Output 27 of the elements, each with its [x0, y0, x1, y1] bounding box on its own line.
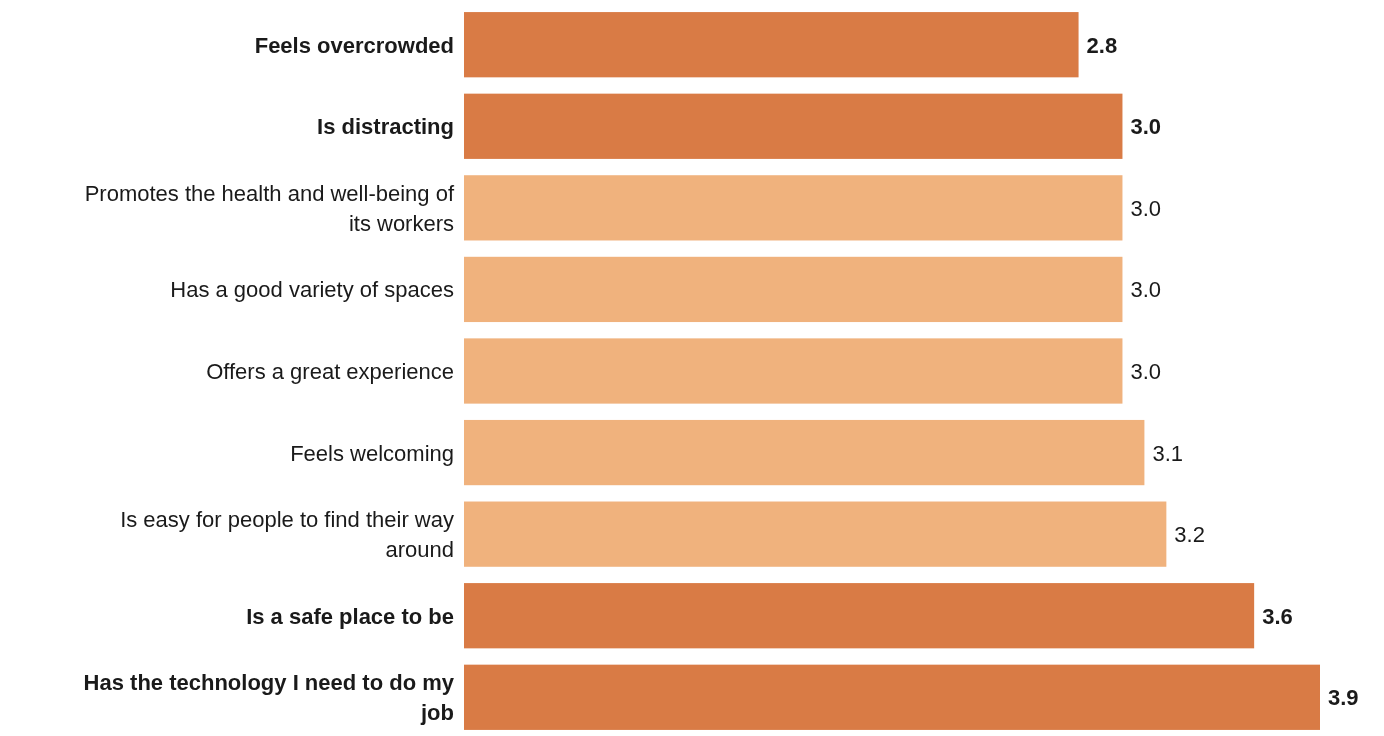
y-tick-label: Is a safe place to be	[246, 603, 454, 629]
y-tick-label: Is easy for people to find their way around	[120, 507, 454, 563]
y-tick-label: Has a good variety of spaces	[170, 277, 454, 303]
data-label: 2.8	[1086, 32, 1118, 58]
y-tick-label: Feels welcoming	[290, 440, 454, 466]
data-label: 3.2	[1174, 522, 1205, 548]
bar	[464, 93, 1123, 159]
data-label: 3.1	[1152, 440, 1183, 466]
bar	[464, 256, 1123, 323]
bar	[464, 583, 1255, 649]
bar	[464, 664, 1320, 730]
y-tick-label: Feels overcrowded	[254, 32, 454, 58]
data-label: 3.0	[1130, 277, 1162, 303]
data-label: 3.9	[1328, 685, 1359, 711]
bar	[464, 175, 1123, 241]
bar	[464, 501, 1167, 567]
bar	[464, 12, 1079, 78]
y-tick-label: Offers a great experience	[206, 359, 454, 384]
data-label: 3.6	[1262, 603, 1293, 629]
data-label: 3.0	[1130, 195, 1162, 221]
y-tick-label: Is distracting	[317, 114, 454, 140]
data-label: 3.0	[1130, 359, 1162, 384]
y-tick-label: Has the technology I need to do my job	[83, 670, 455, 726]
y-tick-label: Promotes the health and well-being of its workers	[84, 180, 455, 236]
data-label: 3.0	[1130, 114, 1162, 140]
bar	[464, 338, 1123, 404]
bar	[464, 419, 1145, 486]
